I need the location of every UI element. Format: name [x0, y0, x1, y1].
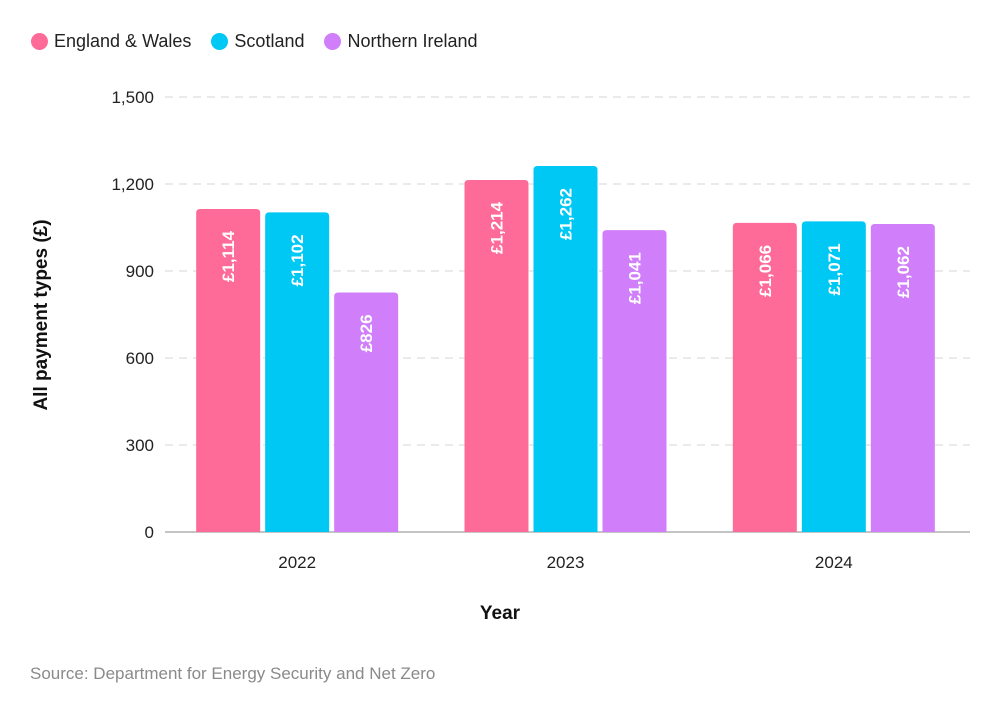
- legend-item[interactable]: Scotland: [211, 31, 304, 52]
- legend: England & Wales Scotland Northern Ireland: [31, 31, 478, 52]
- y-tick-label: 300: [126, 436, 154, 455]
- data-label: £1,102: [288, 234, 307, 286]
- y-tick-label: 1,500: [111, 88, 154, 107]
- data-label: £1,114: [219, 230, 238, 282]
- legend-swatch: [31, 33, 48, 50]
- data-label: £1,214: [488, 201, 507, 254]
- legend-swatch: [211, 33, 229, 50]
- bar: [602, 230, 667, 533]
- data-label: £1,062: [894, 246, 913, 298]
- bar: [196, 208, 261, 532]
- bar: [464, 179, 529, 532]
- x-axis-title: Year: [480, 603, 521, 624]
- x-tick-label: 2023: [547, 553, 585, 572]
- y-axis-title: All payment types (£): [31, 219, 52, 410]
- legend-label: England & Wales: [54, 31, 192, 51]
- y-tick-label: 900: [126, 262, 154, 281]
- x-tick-label: 2022: [278, 553, 316, 572]
- source-note: Source: Department for Energy Security a…: [30, 664, 436, 683]
- data-label: £1,071: [825, 243, 844, 295]
- bar: [732, 222, 797, 533]
- data-label: £1,066: [756, 245, 775, 297]
- bar: [334, 292, 399, 532]
- data-label: £1,041: [626, 252, 645, 304]
- x-tick-label: 2024: [815, 553, 853, 572]
- data-label: £826: [357, 314, 376, 352]
- bar: [870, 224, 935, 532]
- bar: [801, 221, 866, 532]
- legend-swatch: [324, 33, 342, 50]
- y-tick-label: 0: [145, 523, 154, 542]
- y-tick-label: 1,200: [111, 175, 154, 194]
- bar: [265, 212, 330, 533]
- legend-item[interactable]: England & Wales: [31, 31, 191, 52]
- legend-label: Scotland: [234, 31, 305, 51]
- legend-item[interactable]: Northern Ireland: [324, 31, 478, 52]
- y-tick-label: 600: [126, 349, 154, 368]
- legend-label: Northern Ireland: [347, 31, 478, 51]
- data-label: £1,262: [557, 188, 576, 240]
- bar: [533, 166, 598, 532]
